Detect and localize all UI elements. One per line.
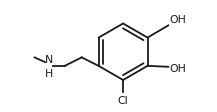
Text: H: H xyxy=(45,69,53,79)
Text: OH: OH xyxy=(169,15,186,25)
Text: Cl: Cl xyxy=(118,95,128,105)
Text: OH: OH xyxy=(169,63,186,73)
Text: N: N xyxy=(45,54,53,64)
